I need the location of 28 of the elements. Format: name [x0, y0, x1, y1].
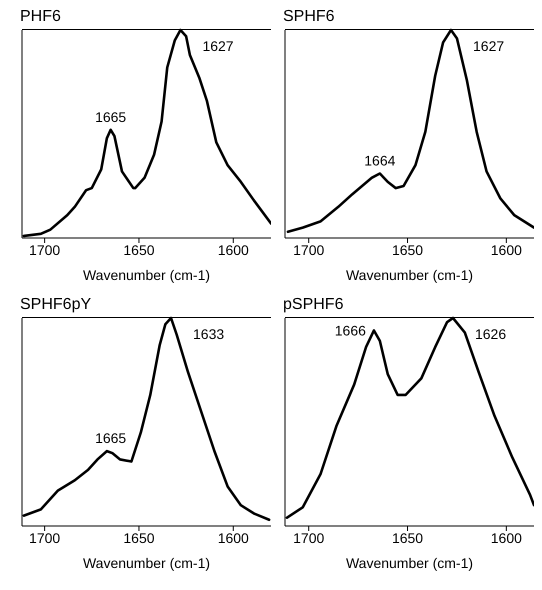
x-tick-label: 1650	[123, 530, 155, 546]
x-tick-label: 1700	[293, 530, 324, 546]
x-tick-label: 1650	[392, 242, 424, 258]
x-tick-label: 1650	[123, 242, 155, 258]
x-tick-label: 1700	[29, 242, 60, 258]
x-axis-title: Wavenumber (cm-1)	[82, 267, 210, 283]
x-tick-label: 1600	[218, 530, 250, 546]
x-axis-title: Wavenumber (cm-1)	[346, 555, 474, 571]
x-tick-label: 1700	[293, 242, 324, 258]
chart-title: PHF6	[19, 8, 62, 27]
x-tick-label: 1600	[490, 242, 522, 258]
chart-title: SPHF6pY	[19, 296, 92, 315]
chart-title: SPHF6	[282, 8, 336, 27]
x-tick-label: 1600	[490, 530, 522, 546]
x-axis-title: Wavenumber (cm-1)	[82, 555, 210, 571]
chart-title: pSPHF6	[282, 296, 344, 315]
x-tick-label: 1700	[29, 530, 60, 546]
x-axis-title: Wavenumber (cm-1)	[346, 267, 474, 283]
annotation: 1666	[334, 322, 366, 338]
annotation: 1626	[474, 326, 506, 342]
annotation: 1633	[193, 326, 224, 342]
annotation: 1627	[473, 38, 504, 54]
annotation: 1627	[202, 38, 234, 54]
annotation: 1665	[95, 108, 126, 125]
annotation: 1665	[95, 430, 126, 446]
x-tick-label: 1600	[218, 242, 250, 258]
annotation: 1664	[364, 152, 396, 169]
x-tick-label: 1650	[392, 530, 424, 546]
